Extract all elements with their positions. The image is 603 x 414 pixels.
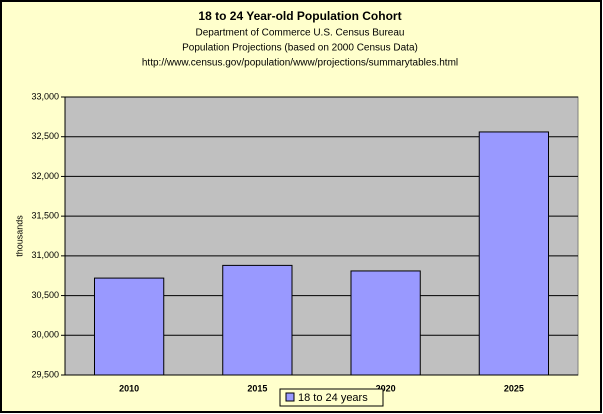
- legend-box: [279, 388, 384, 407]
- x-tick-label: 2025: [504, 383, 524, 393]
- y-tick-label: 29,500: [31, 369, 59, 379]
- chart-subtitle: Population Projections (based on 2000 Ce…: [182, 43, 418, 54]
- bar: [222, 264, 293, 376]
- chart-subtitle: Department of Commerce U.S. Census Burea…: [196, 28, 405, 39]
- chart-subtitle: http://www.census.gov/population/www/pro…: [142, 58, 458, 69]
- chart-title: 18 to 24 Year-old Population Cohort: [198, 9, 401, 23]
- bar: [93, 277, 165, 376]
- y-axis-label: thousands: [14, 215, 24, 257]
- y-tick-label: 32,000: [31, 171, 59, 181]
- y-tick-label: 30,500: [31, 290, 59, 300]
- bar: [350, 270, 421, 376]
- y-tick-label: 33,000: [31, 91, 59, 101]
- x-tick-label: 2010: [119, 383, 139, 393]
- y-tick-label: 31,000: [31, 250, 59, 260]
- y-tick-label: 30,000: [31, 330, 59, 340]
- legend-swatch: [285, 392, 295, 402]
- bar: [478, 131, 550, 376]
- y-tick-label: 32,500: [31, 131, 59, 141]
- x-tick-label: 2015: [247, 383, 267, 393]
- legend-label: 18 to 24 years: [298, 392, 368, 404]
- x-tick-label: 2020: [376, 383, 396, 393]
- y-tick-label: 31,500: [31, 211, 59, 221]
